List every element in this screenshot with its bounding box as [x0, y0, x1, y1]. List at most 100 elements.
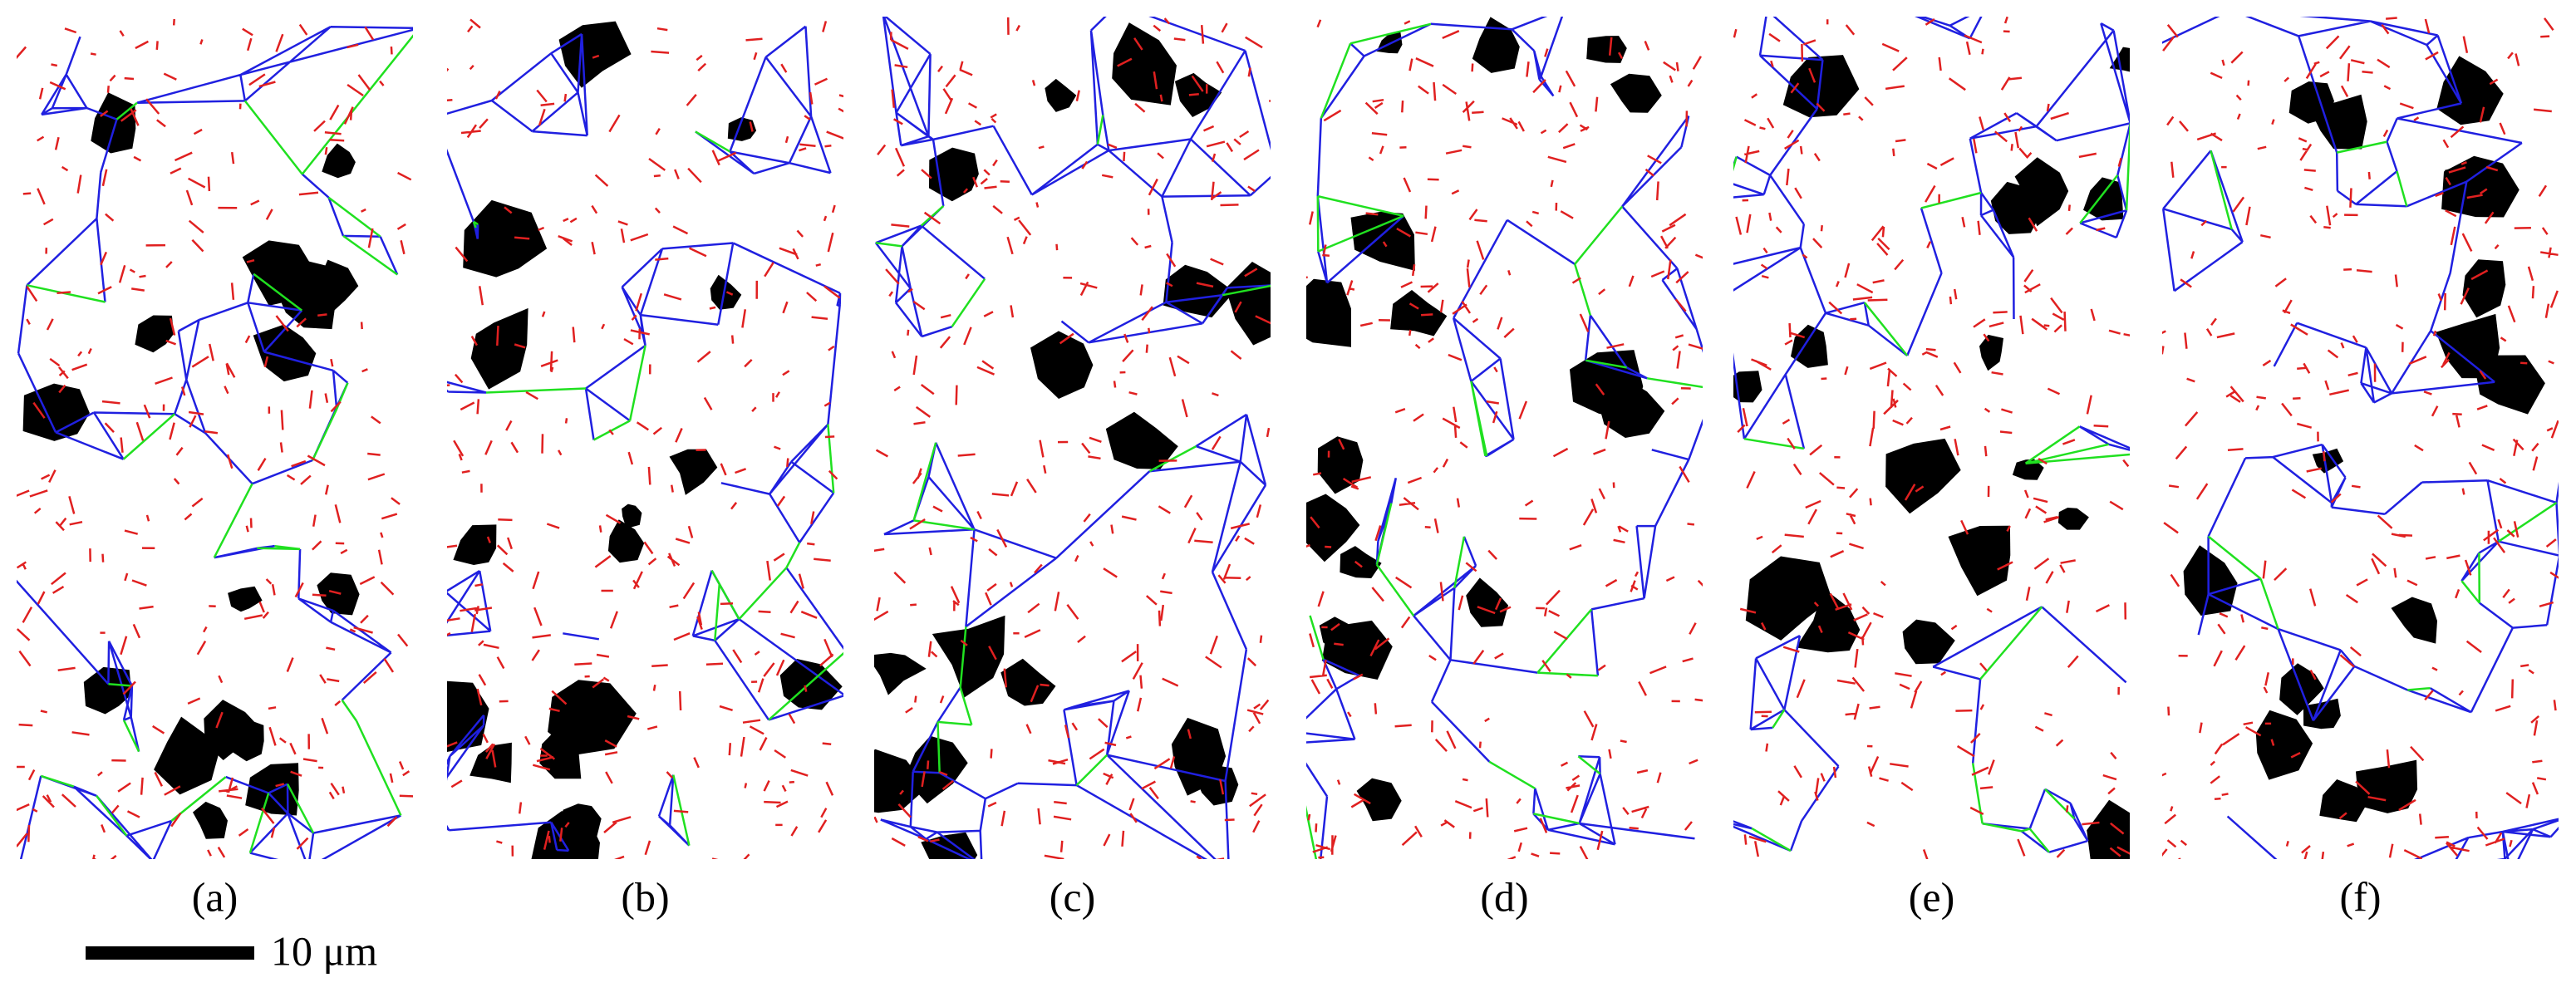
- panel-label: (b): [621, 873, 669, 920]
- unindexed-region: [1045, 78, 1077, 112]
- unindexed-region: [1356, 778, 1402, 822]
- unindexed-region: [1472, 17, 1520, 73]
- unindexed-region: [1030, 331, 1094, 399]
- unindexed-region: [1319, 616, 1354, 651]
- low-angle-boundary: [2162, 17, 2559, 859]
- unindexed-region: [1306, 494, 1360, 562]
- unindexed-region: [539, 729, 582, 779]
- unindexed-region: [874, 749, 927, 813]
- twin-boundary: [1733, 123, 2130, 853]
- unindexed-region: [669, 449, 718, 495]
- unindexed-region: [2391, 597, 2437, 644]
- unindexed-region: [1105, 411, 1178, 469]
- unindexed-region: [622, 504, 642, 529]
- map-background: [2162, 17, 2559, 859]
- unindexed-region: [1586, 36, 1627, 63]
- unindexed-region: [1979, 334, 2003, 371]
- unindexed-region: [2436, 313, 2500, 379]
- unindexed-region: [1340, 546, 1382, 578]
- unindexed-region: [2012, 459, 2044, 480]
- unindexed-region: [1000, 658, 1056, 706]
- unindexed-region: [2312, 448, 2344, 474]
- unindexed-region: [1350, 211, 1415, 271]
- unindexed-region: [2183, 545, 2238, 616]
- unindexed-region: [2356, 759, 2418, 813]
- unindexed-region: [447, 680, 489, 753]
- unindexed-region: [727, 117, 757, 141]
- unindexed-region: [2087, 799, 2130, 859]
- twin-boundary: [875, 115, 1271, 786]
- scale-bar: [86, 946, 254, 960]
- unindexed-region: [2462, 259, 2506, 318]
- unindexed-region: [2303, 698, 2341, 729]
- unindexed-region: [313, 259, 359, 318]
- unindexed-region: [607, 519, 645, 563]
- panel-label: (f): [2340, 873, 2382, 920]
- unindexed-region: [1948, 525, 2011, 597]
- unindexed-region: [463, 199, 548, 278]
- unindexed-region: [253, 324, 317, 382]
- unindexed-region: [1466, 577, 1508, 627]
- grain-boundary: [17, 25, 413, 859]
- unindexed-region: [273, 259, 337, 330]
- unindexed-region: [2445, 164, 2499, 205]
- map-background: [447, 17, 843, 859]
- unindexed-region: [1733, 371, 1762, 403]
- unindexed-region: [2319, 779, 2367, 823]
- map-background: [1306, 17, 1703, 859]
- ebsd-map: [874, 17, 1271, 859]
- ebsd-map: [17, 17, 413, 859]
- low-angle-boundary: [17, 18, 413, 859]
- unindexed-region: [2083, 177, 2124, 221]
- panel-label: (d): [1480, 873, 1528, 920]
- unindexed-region: [91, 92, 136, 154]
- unindexed-region: [1902, 619, 1955, 665]
- unindexed-region: [230, 719, 264, 762]
- unindexed-region: [245, 763, 299, 816]
- unindexed-region: [2014, 157, 2069, 227]
- twin-boundary: [472, 130, 843, 846]
- unindexed-region: [322, 143, 356, 179]
- unindexed-region: [1745, 556, 1832, 641]
- unindexed-region: [2057, 508, 2089, 530]
- unindexed-region: [135, 315, 175, 353]
- unindexed-region: [1317, 436, 1364, 494]
- panel-label: (e): [1909, 873, 1955, 920]
- low-angle-boundary: [1306, 19, 1703, 859]
- unindexed-region: [1610, 73, 1662, 113]
- grain-boundary: [1306, 17, 1703, 859]
- scale-bar-label: 10 μm: [271, 927, 377, 974]
- panel-label: (c): [1050, 873, 1096, 920]
- grain-boundary: [2162, 17, 2559, 859]
- grain-boundary: [1733, 17, 2130, 853]
- twin-boundary: [27, 34, 413, 853]
- ebsd-map: [1306, 17, 1703, 859]
- twin-boundary: [2207, 140, 2558, 691]
- unindexed-region: [1306, 278, 1351, 347]
- unindexed-region: [1225, 262, 1271, 346]
- unindexed-region: [932, 615, 1005, 698]
- unindexed-region: [154, 716, 219, 795]
- grain-boundary: [874, 17, 1271, 859]
- unindexed-region: [193, 801, 228, 839]
- unindexed-region: [710, 274, 742, 310]
- unindexed-region: [1796, 587, 1861, 653]
- ebsd-map: [1733, 17, 2130, 859]
- unindexed-region: [874, 652, 927, 695]
- unindexed-region: [1885, 438, 1961, 514]
- unindexed-region: [453, 524, 497, 565]
- unindexed-region: [1782, 55, 1860, 118]
- unindexed-region: [469, 742, 512, 783]
- panel-label: (a): [192, 873, 238, 920]
- panels: (a) (b) (c) (d) (e) (f): [17, 17, 2559, 920]
- unindexed-region: [470, 307, 528, 390]
- ebsd-map: [447, 17, 843, 859]
- unindexed-region: [1390, 290, 1448, 336]
- low-angle-boundary: [1733, 17, 2130, 859]
- unindexed-region: [2436, 56, 2504, 125]
- low-angle-boundary: [447, 18, 843, 859]
- unindexed-region: [1112, 22, 1177, 106]
- unindexed-region: [2255, 710, 2313, 780]
- unindexed-region: [228, 586, 263, 612]
